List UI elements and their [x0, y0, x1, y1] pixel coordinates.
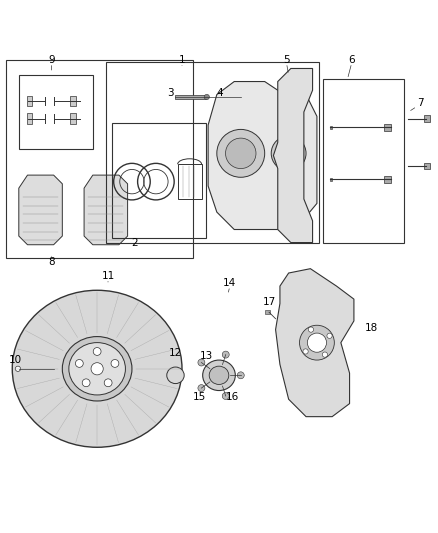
Text: 15: 15 — [193, 392, 206, 402]
Circle shape — [271, 136, 306, 171]
Bar — [27, 114, 32, 124]
Ellipse shape — [203, 360, 235, 391]
Text: 12: 12 — [169, 348, 182, 358]
Circle shape — [307, 333, 326, 352]
Ellipse shape — [69, 343, 125, 395]
Text: 7: 7 — [417, 98, 424, 108]
Bar — [6, 60, 193, 258]
Circle shape — [300, 325, 334, 360]
Bar — [323, 79, 404, 243]
Bar — [384, 124, 391, 131]
Text: 8: 8 — [48, 257, 55, 267]
Text: 11: 11 — [101, 271, 115, 281]
Circle shape — [91, 362, 103, 375]
Ellipse shape — [12, 290, 182, 447]
Bar — [384, 176, 391, 183]
Text: 17: 17 — [263, 297, 276, 307]
Text: 18: 18 — [365, 324, 378, 333]
Bar — [113, 123, 206, 238]
Circle shape — [322, 352, 328, 357]
Bar — [176, 94, 206, 99]
Bar — [70, 96, 76, 107]
Circle shape — [222, 392, 229, 399]
Bar — [424, 163, 430, 169]
Text: 16: 16 — [226, 392, 239, 402]
Bar — [70, 114, 76, 124]
Text: 4: 4 — [217, 88, 223, 98]
Bar — [27, 96, 32, 107]
Bar — [178, 164, 201, 199]
Bar — [330, 126, 332, 128]
Polygon shape — [84, 175, 127, 245]
Circle shape — [237, 372, 244, 379]
Bar — [424, 116, 430, 122]
Bar — [265, 310, 270, 313]
Bar — [106, 62, 319, 243]
Circle shape — [303, 349, 308, 354]
Text: 3: 3 — [167, 88, 173, 98]
Ellipse shape — [167, 367, 184, 384]
Circle shape — [104, 379, 112, 387]
Text: 1: 1 — [179, 55, 185, 65]
Circle shape — [198, 359, 205, 366]
Circle shape — [15, 366, 21, 372]
Polygon shape — [273, 68, 313, 243]
Circle shape — [204, 94, 209, 100]
Bar — [330, 178, 332, 181]
Ellipse shape — [62, 336, 132, 401]
Circle shape — [75, 360, 83, 367]
Polygon shape — [276, 269, 354, 417]
Circle shape — [82, 379, 90, 387]
Circle shape — [327, 333, 332, 338]
Bar — [19, 75, 93, 149]
Polygon shape — [208, 82, 317, 230]
Text: 14: 14 — [223, 278, 237, 288]
Text: 6: 6 — [349, 55, 355, 65]
Circle shape — [226, 138, 256, 168]
Circle shape — [198, 385, 205, 392]
Circle shape — [93, 348, 101, 356]
Text: 13: 13 — [199, 351, 213, 361]
Circle shape — [308, 327, 314, 332]
Circle shape — [222, 351, 229, 358]
Circle shape — [217, 130, 265, 177]
Text: 10: 10 — [9, 355, 22, 365]
Text: 2: 2 — [131, 238, 138, 247]
Polygon shape — [19, 175, 62, 245]
Circle shape — [111, 360, 119, 367]
Text: 5: 5 — [283, 55, 290, 65]
Text: 9: 9 — [48, 55, 55, 65]
Ellipse shape — [209, 366, 229, 384]
